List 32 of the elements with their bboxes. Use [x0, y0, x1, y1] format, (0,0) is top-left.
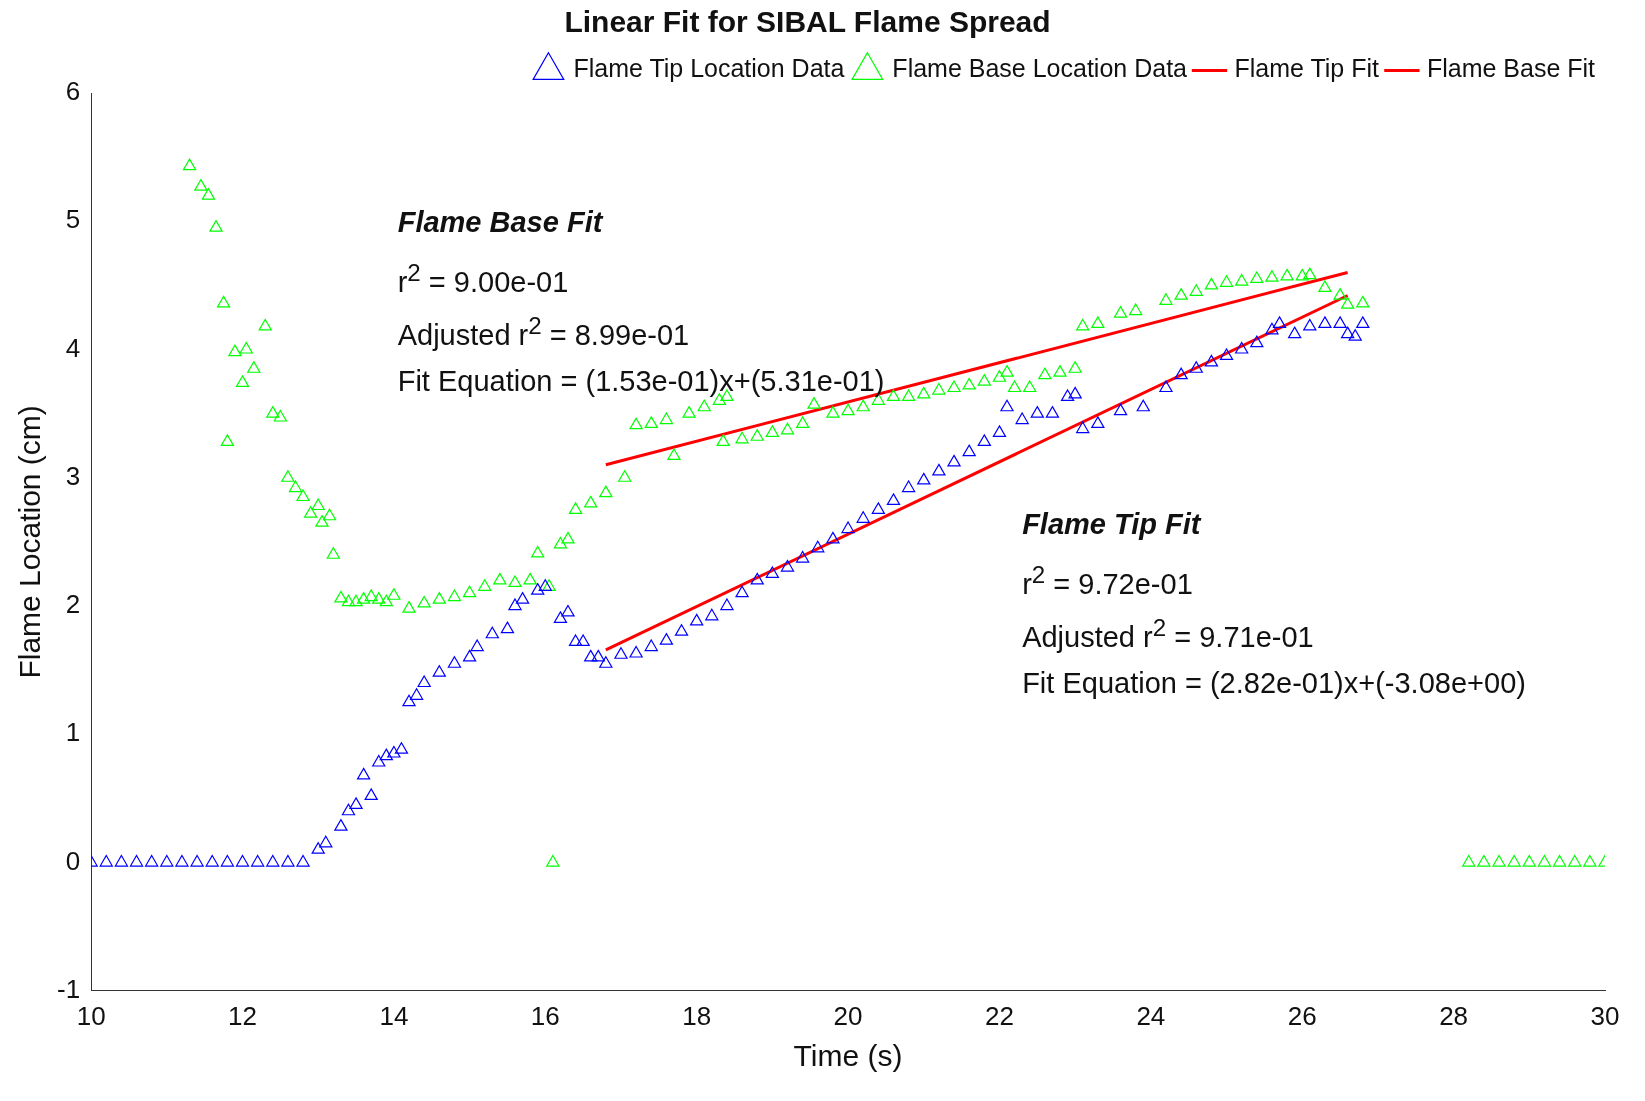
y-tick-label: 2: [65, 589, 81, 620]
y-axis-title: Flame Location (cm): [13, 405, 47, 679]
y-tick-label: 5: [65, 204, 81, 235]
y-tick-label: 1: [65, 717, 81, 748]
x-tick-label: 30: [1590, 1000, 1620, 1031]
annotation: Flame Base Fit: [397, 206, 603, 239]
y-tick-label: 4: [65, 332, 81, 363]
legend-label: Flame Tip Fit: [1234, 54, 1379, 83]
x-tick-label: 18: [682, 1000, 712, 1031]
annotation: Adjusted r$^{2}$ = 9.71e-01: [1022, 613, 1314, 653]
x-axis-title: Time (s): [793, 1039, 903, 1073]
x-tick-label: 24: [1136, 1000, 1166, 1031]
chart-title: Linear Fit for SIBAL Flame Spread: [564, 5, 1051, 39]
annotation: Adjusted r$^{2}$ = 8.99e-01: [397, 312, 690, 352]
y-tick-label: 3: [65, 460, 81, 491]
annotation: Flame Tip Fit: [1022, 507, 1201, 540]
annotation: Fit Equation = (2.82e-01)x+(-3.08e+00): [1022, 666, 1526, 699]
legend-label: Flame Base Fit: [1426, 54, 1596, 83]
x-tick-label: 12: [228, 1000, 257, 1031]
x-tick-label: 20: [833, 1000, 863, 1031]
y-tick-label: 0: [65, 845, 81, 876]
x-tick-label: 26: [1287, 1000, 1317, 1031]
annotation: Fit Equation = (1.53e-01)x+(5.31e-01): [397, 365, 885, 398]
x-tick-label: 14: [379, 1000, 409, 1031]
x-tick-label: 22: [984, 1000, 1014, 1031]
annotation: r$^{2}$ = 9.72e-01: [1022, 560, 1193, 600]
x-tick-label: 28: [1439, 1000, 1469, 1031]
annotation: r$^{2}$ = 9.00e-01: [397, 259, 569, 299]
legend-label: Flame Tip Location Data: [573, 54, 845, 83]
y-tick-label: 6: [65, 76, 81, 107]
legend-label: Flame Base Location Data: [892, 54, 1188, 83]
x-tick-label: 16: [530, 1000, 560, 1031]
